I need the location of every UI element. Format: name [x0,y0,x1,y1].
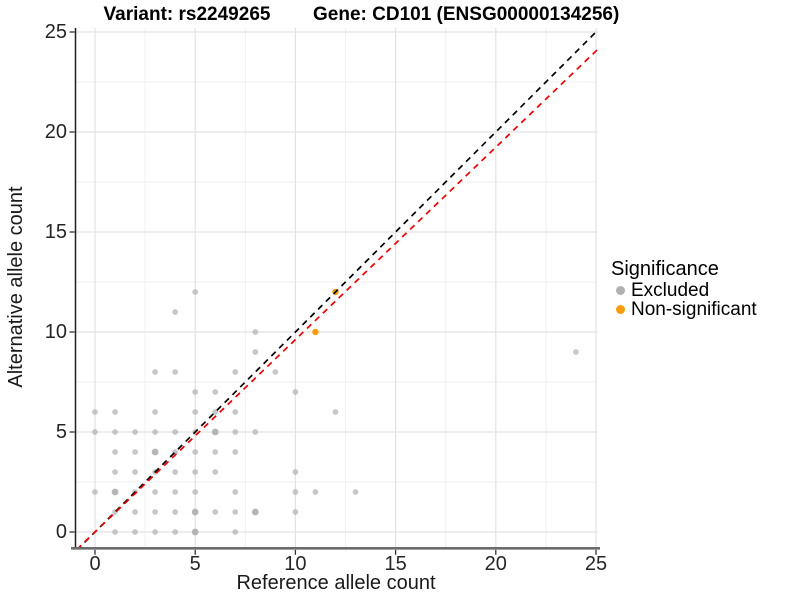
data-point-excluded [192,289,199,295]
data-point-excluded [132,509,138,515]
data-point-excluded [152,429,159,435]
data-point-excluded [92,409,98,415]
data-point-excluded [212,449,219,455]
identity-line [78,28,598,547]
data-point-excluded [191,528,199,536]
data-point-excluded [232,429,239,435]
excluded-legend-dot-icon [616,286,625,295]
data-point-excluded [152,369,159,375]
data-point-excluded [232,489,239,495]
data-point-excluded [252,329,259,335]
data-point-excluded [111,488,119,496]
data-point-excluded [172,369,179,375]
data-point-excluded [232,449,239,455]
data-point-excluded [212,509,219,515]
data-point-excluded [152,529,159,535]
ratio-line [78,47,598,547]
data-point-excluded [252,429,259,435]
x-axis-title: Reference allele count [236,572,436,594]
data-point-excluded [112,449,118,455]
minor-gridlines [75,28,598,547]
y-tick-label: 15 [44,221,67,243]
data-point-excluded [292,469,299,475]
series-excluded [92,289,579,536]
data-point-excluded [152,409,159,415]
data-point-excluded [192,469,199,475]
data-point-excluded [112,429,118,435]
data-point-excluded [212,409,219,415]
data-point-excluded [92,429,98,435]
data-point-excluded [172,469,179,475]
data-point-excluded [92,489,98,495]
data-point-excluded [192,409,199,415]
variant-title: Variant: rs2249265 [103,4,271,25]
data-point-excluded [112,409,118,415]
data-point-excluded [573,349,579,355]
y-tick-label: 5 [55,421,67,443]
data-point-excluded [112,529,118,535]
data-point-excluded [152,489,159,495]
data-point-excluded [132,449,138,455]
data-point-excluded [172,509,179,515]
data-point-excluded [292,389,299,395]
data-point-excluded [352,489,359,495]
data-point-excluded [172,529,179,535]
data-point-excluded [211,428,219,436]
data-point-excluded [191,508,199,516]
data-point-excluded [232,529,239,535]
data-point-excluded [151,448,159,456]
x-tick-label: 25 [584,553,608,575]
data-point-excluded [132,469,138,475]
data-point-excluded [252,349,259,355]
x-tick-label: 0 [89,553,101,575]
major-gridlines [75,28,598,547]
y-tick-label: 20 [44,121,67,143]
y-tick-label: 25 [44,21,67,43]
data-point-excluded [192,489,199,495]
data-point-excluded [112,469,118,475]
data-point-excluded [212,469,219,475]
y-axis-title: Alternative allele count [5,186,27,388]
x-tick-label: 20 [484,553,507,575]
data-point-excluded [232,409,239,415]
y-tick-label: 0 [55,521,67,543]
legend-label-excluded: Excluded [631,280,710,301]
data-point-excluded [192,389,199,395]
non-significant-legend-dot-icon [616,305,625,314]
data-point-excluded [132,529,138,535]
data-point-non-significant [312,328,319,336]
data-point-excluded [232,509,239,515]
legend-title: Significance [611,258,719,280]
data-point-excluded [292,489,299,495]
series-non-significant [312,288,339,336]
data-point-excluded [192,449,199,455]
data-point-excluded [251,508,259,516]
tick-marks [69,31,597,555]
data-point-excluded [132,429,138,435]
data-point-excluded [172,489,179,495]
data-point-excluded [332,409,339,415]
data-point-excluded [232,369,239,375]
data-point-excluded [172,309,179,315]
data-point-excluded [292,509,299,515]
x-tick-label: 15 [384,553,407,575]
y-tick-label: 10 [44,321,67,343]
x-tick-label: 10 [284,553,307,575]
data-point-excluded [272,369,279,375]
x-tick-label: 5 [189,553,201,575]
legend-label-non-significant: Non-significant [631,299,757,320]
data-point-excluded [152,509,159,515]
data-point-excluded [312,489,319,495]
data-point-excluded [172,429,179,435]
data-point-excluded [212,389,219,395]
gene-title: Gene: CD101 (ENSG00000134256) [313,4,620,25]
plot-panel [75,28,598,547]
